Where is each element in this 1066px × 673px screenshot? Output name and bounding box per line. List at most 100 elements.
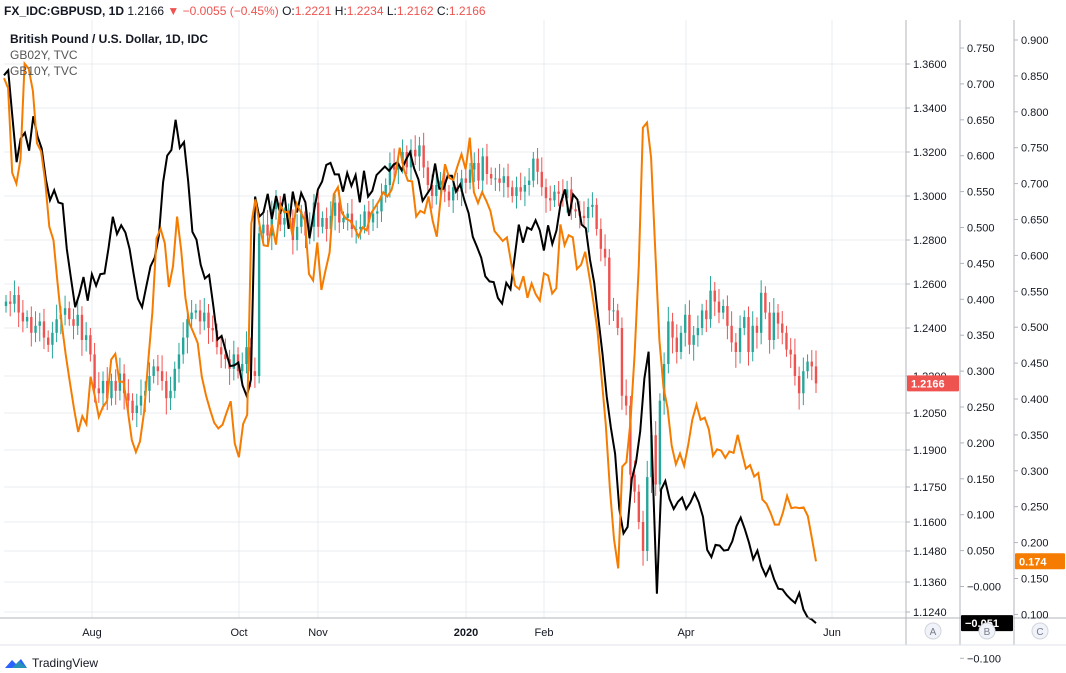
candle-body	[603, 248, 607, 258]
tradingview-brand[interactable]: TradingView	[4, 655, 98, 671]
open-value: 1.2221	[294, 4, 332, 18]
axis-a-label: 1.2400	[913, 323, 947, 335]
candle-body	[494, 178, 497, 180]
candle-body	[9, 301, 12, 304]
time-axis-label: Jun	[823, 627, 841, 639]
candle-body	[473, 163, 476, 170]
candle-body	[705, 310, 708, 320]
candle-body	[325, 218, 328, 229]
candle-body	[270, 209, 273, 236]
axis-name-letter: B	[984, 627, 991, 638]
candle-body	[658, 400, 662, 485]
time-axis-label: Oct	[230, 627, 247, 639]
candle-body	[295, 226, 299, 240]
candle-body	[426, 167, 430, 185]
candle-body	[148, 376, 151, 391]
candle-body	[346, 213, 349, 218]
candle-body	[110, 380, 113, 399]
axis-b-label: 0.550	[967, 187, 995, 199]
low-value: 1.2162	[396, 4, 434, 18]
candle-body	[156, 366, 160, 372]
candle-body	[789, 349, 792, 355]
candle-body	[207, 312, 210, 328]
axis-c-label: 0.150	[1021, 574, 1049, 586]
candle-body	[641, 522, 645, 551]
candle-body	[743, 317, 746, 328]
candle-body	[696, 328, 700, 336]
candle-body	[460, 178, 463, 192]
axis-a-label: 1.1480	[913, 546, 947, 558]
candle-body	[776, 312, 780, 324]
candle-body	[692, 335, 695, 345]
candle-body	[646, 477, 649, 551]
candle-body	[747, 317, 750, 352]
candle-body	[738, 328, 742, 352]
candle-body	[477, 163, 480, 181]
candle-body	[709, 290, 712, 320]
axis-c-label: 0.400	[1021, 394, 1049, 406]
candle-body	[684, 314, 687, 333]
axis-a-label: 1.2600	[913, 279, 947, 291]
candle-body	[72, 319, 75, 326]
axis-a-last-badge-text: 1.2166	[911, 378, 945, 390]
candle-body	[177, 354, 181, 369]
high-label: H:	[334, 4, 347, 18]
legend-main-series[interactable]: British Pound / U.S. Dollar, 1D, IDC	[10, 32, 209, 46]
candle-body	[519, 187, 522, 192]
candle-body	[190, 312, 193, 320]
axis-b-label: −0.100	[967, 653, 1001, 665]
candle-body	[781, 323, 784, 333]
legend-gb02y[interactable]: GB02Y, TVC	[10, 48, 78, 62]
candle-body	[186, 319, 189, 338]
axis-a-label: 1.2800	[913, 235, 947, 247]
axis-b-label: 0.600	[967, 151, 995, 163]
candle-body	[633, 474, 636, 492]
price-change: −0.0055 (−0.45%)	[182, 4, 279, 18]
axis-c-last-badge	[1015, 553, 1065, 570]
legend-gb10y[interactable]: GB10Y, TVC	[10, 64, 78, 78]
candle-body	[350, 213, 354, 229]
candle-body	[447, 191, 451, 201]
candle-body	[241, 364, 244, 372]
gbpusd-candles	[4, 132, 818, 566]
candle-body	[333, 202, 337, 216]
candle-body	[198, 310, 202, 322]
candle-body	[721, 306, 725, 313]
candle-body	[759, 292, 763, 333]
candle-body	[730, 325, 733, 343]
candle-body	[523, 185, 527, 192]
candle-body	[274, 202, 278, 210]
candle-body	[34, 325, 37, 333]
axis-a-label: 1.3600	[913, 59, 947, 71]
candle-body	[371, 213, 375, 223]
candle-body	[21, 312, 25, 322]
candle-body	[262, 224, 265, 234]
axis-b-label: 0.700	[967, 79, 995, 91]
candle-body	[662, 364, 666, 401]
symbol-name[interactable]: FX_IDC:GBPUSD, 1D	[4, 4, 125, 18]
candle-body	[173, 368, 176, 391]
time-axis-label: 2020	[454, 627, 478, 639]
axis-c-label: 0.300	[1021, 466, 1049, 478]
axis-name-letter: A	[930, 627, 937, 638]
axis-c-label: 0.100	[1021, 609, 1049, 621]
axis-name-badge	[924, 622, 942, 640]
candle-body	[751, 325, 754, 352]
price-axes[interactable]: 1.3600 1.3400 1.3200 1.3000 1.2800 1.2600 1.24…	[0, 20, 1066, 665]
close-label: C:	[436, 4, 449, 18]
candle-body	[726, 306, 729, 326]
axis-b-label: 0.650	[967, 115, 995, 127]
candle-body	[418, 145, 421, 157]
candle-body	[582, 215, 586, 218]
candle-body	[540, 171, 543, 188]
axis-b-label: 0.350	[967, 330, 995, 342]
candle-body	[363, 211, 366, 227]
axis-b-label: 0.500	[967, 223, 995, 235]
candle-body	[127, 393, 130, 401]
axis-c-label: 0.900	[1021, 35, 1049, 47]
axis-a-label: 1.2050	[913, 408, 947, 420]
candle-body	[384, 185, 387, 196]
time-axis[interactable]: Aug Oct Nov 2020 Feb Apr Jun	[82, 627, 841, 639]
candle-body	[785, 332, 788, 350]
